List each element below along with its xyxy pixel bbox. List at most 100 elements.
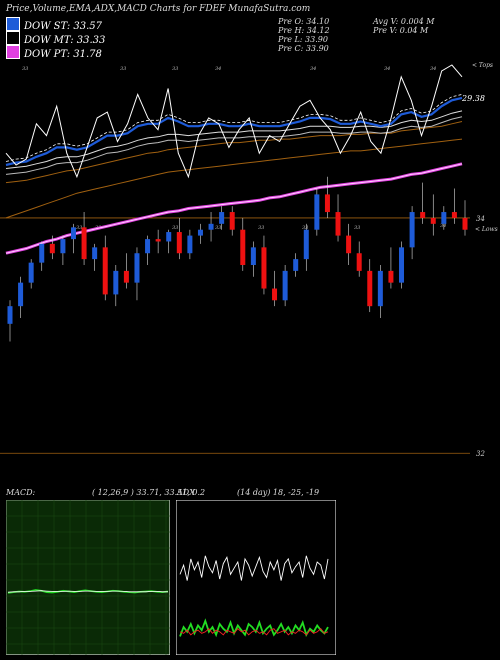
candle-body	[123, 270, 129, 283]
candle	[70, 223, 76, 254]
ema-long-line	[5, 121, 463, 184]
candle	[388, 247, 394, 289]
candle-body	[377, 270, 383, 307]
candle-body	[356, 253, 362, 271]
candle-body	[399, 247, 405, 283]
candle-body	[113, 270, 119, 295]
candle	[134, 247, 140, 301]
candle-body	[155, 239, 161, 242]
low-mark: 33	[172, 225, 178, 231]
candle	[208, 212, 214, 242]
macd-chart	[6, 500, 170, 655]
candle	[293, 253, 299, 277]
candle-body	[219, 212, 225, 224]
candle-body	[282, 270, 288, 301]
top-mark: 33	[120, 66, 126, 72]
ema-brown-line	[5, 138, 463, 219]
candle-body	[462, 217, 468, 230]
candle-body	[187, 235, 193, 254]
price-label-0: 34	[476, 215, 485, 223]
stat-avg-volume: Avg V: 0.004 M	[373, 17, 435, 26]
candle	[219, 206, 225, 230]
top-mark: 33	[22, 66, 28, 72]
candle-body	[346, 235, 352, 254]
top-mark: 34	[215, 66, 221, 72]
candle	[399, 241, 405, 289]
candle	[420, 182, 426, 224]
candle	[197, 223, 203, 244]
candle-body	[430, 217, 436, 224]
low-mark: 33	[215, 225, 221, 231]
candle-body	[272, 288, 278, 301]
swatch-dow-st	[6, 17, 20, 31]
candle	[324, 176, 330, 218]
candle	[166, 229, 172, 254]
candle	[187, 229, 193, 260]
low-mark: 33	[76, 225, 82, 231]
macd-title: MACD:	[6, 488, 36, 497]
candle-body	[49, 243, 55, 254]
candle	[229, 206, 235, 236]
candle	[92, 243, 98, 271]
top-mark: 34	[384, 66, 390, 72]
adx-params: (14 day) 18, -25, -19	[237, 488, 320, 497]
price-label-1: 32	[476, 450, 485, 458]
candle	[282, 265, 288, 307]
candle-body	[102, 247, 108, 295]
macd-params: ( 12,26,9 ) 33.71, 33.51, 0.2	[92, 488, 206, 497]
candle-body	[92, 247, 98, 260]
close-line	[5, 64, 463, 179]
candle	[7, 300, 13, 342]
candle-body	[324, 194, 330, 213]
candle	[49, 235, 55, 260]
ema-pt-line	[5, 162, 463, 255]
candle	[102, 235, 108, 301]
legend-dow-mt: DOW MT: 33.33	[6, 31, 105, 46]
swatch-dow-pt	[6, 45, 20, 59]
candle	[155, 229, 161, 254]
candle	[145, 235, 151, 265]
candle	[346, 223, 352, 265]
stat-pre-low: Pre L: 33.90	[278, 35, 328, 44]
candle	[377, 265, 383, 318]
stat-pre-volume: Pre V: 0.04 M	[373, 26, 429, 35]
candle-body	[145, 239, 151, 254]
top-mark: 34	[430, 66, 436, 72]
candle	[123, 253, 129, 289]
candle-body	[335, 212, 341, 236]
legend-dow-st: DOW ST: 33.57	[6, 17, 102, 32]
candle-body	[409, 212, 415, 248]
candle-body	[367, 270, 373, 307]
candle-body	[39, 243, 45, 263]
ema-last-label: 29.38	[461, 94, 485, 103]
ema-st-line	[5, 96, 463, 167]
candle	[335, 194, 341, 242]
candle-body	[451, 212, 457, 218]
adx-series-2	[179, 628, 329, 636]
candle	[303, 223, 309, 271]
candle-body	[134, 253, 140, 283]
candle	[250, 241, 256, 277]
low-mark: 33	[258, 225, 264, 231]
top-mark: 34	[310, 66, 316, 72]
tops-label: < Tops	[472, 62, 493, 69]
macd-series-1	[7, 590, 168, 593]
top-mark: 33	[172, 66, 178, 72]
candle-body	[441, 212, 447, 224]
candle-body	[18, 282, 24, 307]
candle	[60, 235, 66, 265]
candle-body	[28, 262, 34, 283]
candle	[272, 270, 278, 307]
swatch-dow-mt	[6, 31, 20, 45]
candle-body	[60, 239, 66, 254]
candle-body	[7, 306, 13, 324]
candle-body	[314, 194, 320, 230]
candle	[451, 188, 457, 224]
adx-series-0	[179, 555, 329, 581]
candle-body	[250, 247, 256, 265]
low-mark: 33	[354, 225, 360, 231]
candle-body	[303, 229, 309, 260]
candle	[441, 206, 447, 230]
macd-frame	[6, 500, 170, 655]
legend-dow-pt: DOW PT: 31.78	[6, 45, 102, 60]
